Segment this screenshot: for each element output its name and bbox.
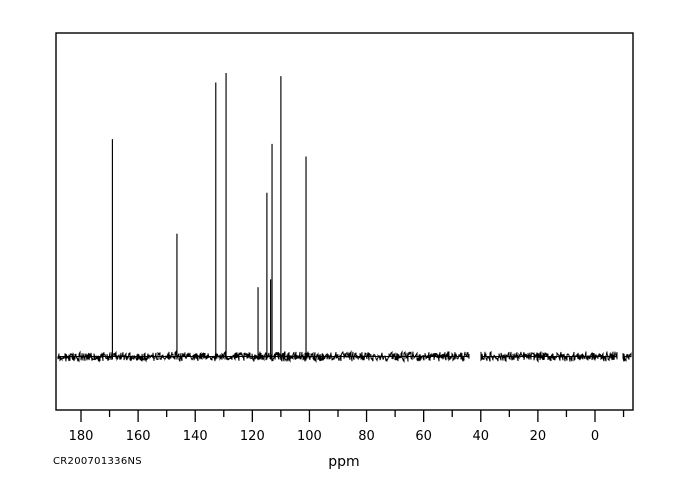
axis-tick-label: 180 — [69, 429, 94, 444]
x-axis-title: ppm — [328, 454, 359, 470]
axis-tick-label: 80 — [358, 429, 375, 444]
axis-ticks — [80, 410, 625, 422]
axis-tick-label: 20 — [530, 429, 547, 444]
axis-tick-label: 60 — [415, 429, 432, 444]
axis-tick-label: 140 — [183, 429, 208, 444]
axis-tick-label: 40 — [473, 429, 490, 444]
axis-tick-label: 120 — [240, 429, 265, 444]
plot-frame — [55, 32, 634, 411]
spectrum-trace — [57, 73, 632, 364]
axis-tick-label: 100 — [297, 429, 322, 444]
axis-tick-labels: 180 160 140 120 100 80 60 40 20 0 — [69, 429, 600, 444]
sample-id-label: CR200701336NS — [53, 456, 142, 467]
axis-tick-label: 0 — [591, 429, 599, 444]
axis-tick-label: 160 — [126, 429, 151, 444]
